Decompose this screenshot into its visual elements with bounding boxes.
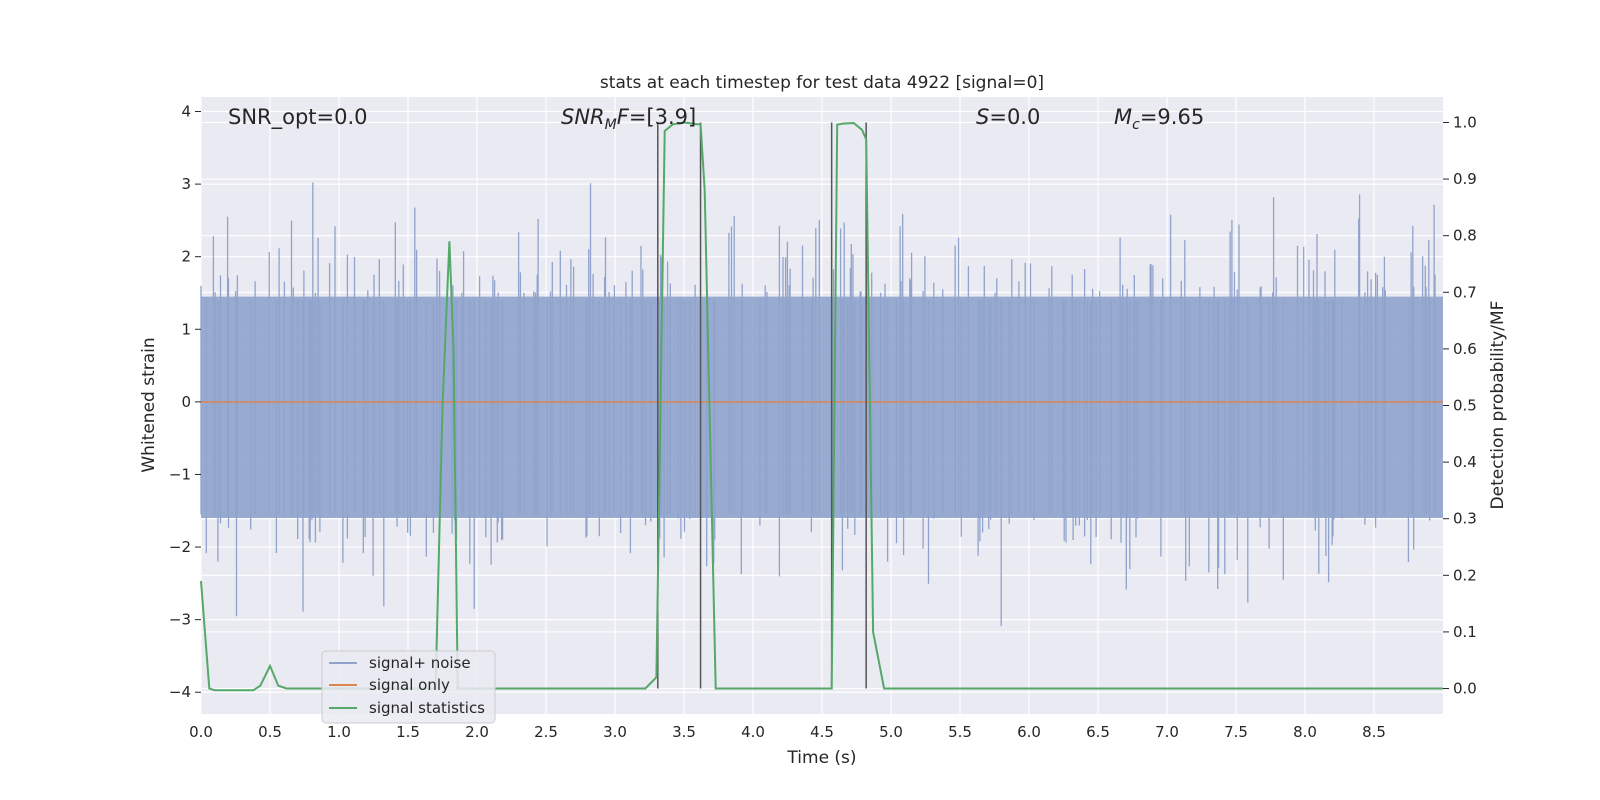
x-tick-label: 3.5 (672, 723, 696, 741)
x-axis-label: Time (s) (786, 748, 856, 768)
y-tick-label: −1 (169, 465, 191, 483)
x-tick-label: 0.0 (189, 723, 213, 741)
series-signal-noise (200, 182, 1443, 627)
x-tick-label: 2.5 (534, 723, 558, 741)
annotation-snr-opt: SNR_opt=0.0 (228, 105, 368, 130)
legend-label-signal-statistics: signal statistics (369, 699, 485, 717)
x-tick-label: 8.0 (1293, 723, 1317, 741)
noise-band (201, 296, 1443, 519)
y-tick-label: 0 (181, 393, 191, 411)
x-tick-label: 0.5 (258, 723, 282, 741)
y-tick-label: 2 (181, 248, 191, 266)
y2-tick-label: 0.4 (1453, 453, 1477, 471)
y2-tick-label: 1.0 (1453, 113, 1477, 131)
x-tick-label: 6.0 (1017, 723, 1041, 741)
x-tick-label: 5.5 (948, 723, 972, 741)
x-tick-label: 7.5 (1224, 723, 1248, 741)
y-axis-ticks: −4 −3 −2 −1 0 1 2 3 4 (169, 103, 201, 701)
y-tick-label: 1 (181, 320, 191, 338)
annotation-s-rest: =0.0 (989, 105, 1040, 129)
annotation-s-italic: S (976, 105, 989, 129)
y-tick-label: 3 (181, 175, 191, 193)
annotation-snr-mf-main: SNR (561, 105, 605, 129)
x-tick-label: 7.0 (1155, 723, 1179, 741)
annotation-mc-main: M (1114, 105, 1132, 129)
x-tick-label: 4.0 (741, 723, 765, 741)
y2-tick-label: 0.9 (1453, 170, 1477, 188)
legend-label-signal-only: signal only (369, 676, 450, 694)
annotation-snr-mf-italic: F (617, 105, 630, 129)
x-axis-ticks: 0.0 0.5 1.0 1.5 2.0 2.5 3.0 3.5 4.0 4.5 5.0 5.5 6.0 6… (189, 723, 1386, 741)
x-tick-label: 1.5 (396, 723, 420, 741)
y-tick-label: 4 (181, 103, 191, 121)
x-tick-label: 8.5 (1362, 723, 1386, 741)
y-axis-label: Whitened strain (139, 337, 159, 472)
x-tick-label: 2.0 (465, 723, 489, 741)
x-tick-label: 4.5 (810, 723, 834, 741)
x-tick-label: 6.5 (1086, 723, 1110, 741)
annotation-mc: Mc=9.65 (1114, 105, 1204, 133)
y2-tick-label: 0.7 (1453, 283, 1477, 301)
y2-axis-ticks: 0.0 0.1 0.2 0.3 0.4 0.5 0.6 0.7 0.8 0.9 1.0 (1443, 113, 1477, 698)
legend-box (321, 650, 496, 724)
y-tick-label: −2 (169, 538, 191, 556)
y-tick-label: −4 (169, 683, 191, 701)
annotation-mc-rest: =9.65 (1140, 105, 1204, 129)
y2-tick-label: 0.2 (1453, 566, 1477, 584)
annotation-s: S=0.0 (976, 105, 1040, 129)
legend-label-signal-noise: signal+ noise (369, 654, 471, 672)
y2-tick-label: 0.1 (1453, 623, 1477, 641)
x-tick-label: 3.0 (603, 723, 627, 741)
y2-axis-label: Detection probability/MF (1488, 301, 1508, 510)
legend: signal+ noise signal only signal statist… (321, 650, 496, 724)
annotation-snr-mf: SNRMF=[3.9] (561, 105, 696, 133)
series-signal-statistics (200, 121, 1443, 692)
y2-tick-label: 0.6 (1453, 340, 1477, 358)
annotation-mc-sub: c (1132, 117, 1140, 133)
y2-tick-label: 0.8 (1453, 227, 1477, 245)
chart-title: stats at each timestep for test data 492… (600, 73, 1044, 93)
annotation-snr-mf-rest: =[3.9] (629, 105, 696, 129)
y2-tick-label: 0.0 (1453, 680, 1477, 698)
x-tick-label: 1.0 (327, 723, 351, 741)
noise-spikes (200, 182, 1436, 627)
annotation-snr-mf-sub: M (605, 117, 617, 133)
y2-tick-label: 0.5 (1453, 397, 1477, 415)
x-tick-label: 5.0 (879, 723, 903, 741)
y-tick-label: −3 (169, 611, 191, 629)
y2-tick-label: 0.3 (1453, 510, 1477, 528)
